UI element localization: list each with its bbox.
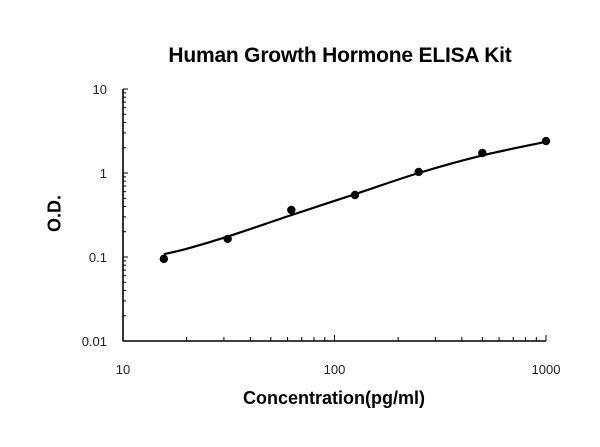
chart-title: Human Growth Hormone ELISA Kit bbox=[168, 44, 512, 67]
y-tick-label: 1 bbox=[100, 166, 107, 181]
data-point bbox=[287, 205, 296, 215]
fit-curve bbox=[163, 140, 547, 256]
tick-labels: 10 1 0.1 0.01 10 100 1000 bbox=[82, 82, 561, 377]
axes bbox=[122, 88, 547, 342]
x-axis-label: Concentration(pg/ml) bbox=[243, 388, 425, 408]
data-point bbox=[223, 234, 232, 244]
y-tick-label: 10 bbox=[93, 82, 107, 97]
x-tick-label: 10 bbox=[116, 362, 130, 377]
data-point bbox=[478, 148, 487, 158]
data-point bbox=[350, 190, 360, 200]
data-point bbox=[414, 167, 423, 177]
data-points bbox=[159, 136, 551, 264]
x-tick-label: 1000 bbox=[532, 362, 561, 377]
x-tick-label: 100 bbox=[324, 362, 346, 377]
data-point bbox=[159, 254, 169, 264]
data-point bbox=[541, 136, 551, 146]
y-tick-label: 0.01 bbox=[82, 334, 107, 349]
y-tick-label: 0.1 bbox=[89, 250, 107, 265]
